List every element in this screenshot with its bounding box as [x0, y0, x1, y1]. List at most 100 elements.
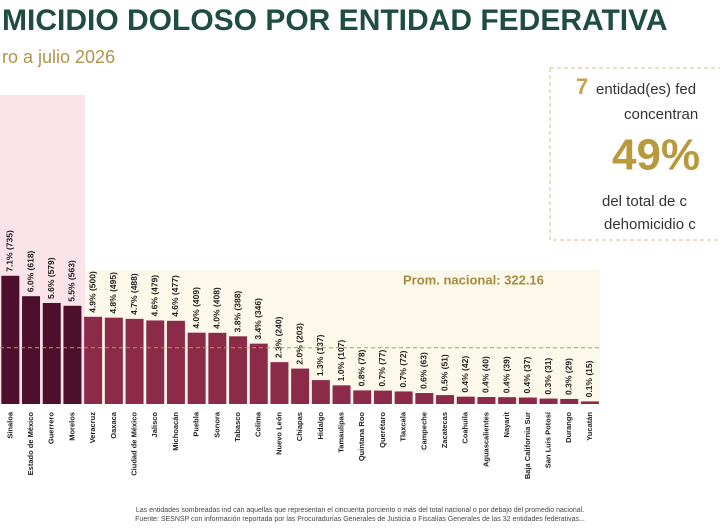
callout-text: del total de c	[602, 193, 688, 210]
value-label: 4.6% (477)	[170, 275, 180, 317]
value-label: 0.1% (15)	[584, 360, 594, 397]
bar	[42, 302, 61, 404]
value-label: 5.6% (579)	[46, 257, 56, 299]
bar	[415, 393, 434, 404]
x-tick-label: Tabasco	[233, 412, 242, 442]
x-tick-label: Michoacán	[171, 412, 180, 451]
bar	[146, 320, 165, 404]
value-label: 0.3% (29)	[564, 358, 574, 395]
bar	[311, 380, 330, 404]
bar	[394, 391, 413, 404]
x-tick-label: Guerrero	[47, 412, 56, 445]
x-tick-label: San Luis Potosí	[544, 411, 553, 468]
bar	[332, 385, 351, 404]
callout-percent: 49%	[612, 131, 700, 180]
value-label: 0.3% (31)	[543, 358, 553, 395]
value-label: 1.0% (107)	[336, 340, 346, 382]
bar	[249, 343, 268, 404]
value-label: 0.4% (37)	[522, 357, 532, 394]
value-label: 0.4% (39)	[501, 356, 511, 393]
value-label: 4.0% (408)	[212, 287, 222, 329]
x-tick-label: Baja California Sur	[523, 412, 532, 479]
x-tick-label: Morelos	[67, 412, 76, 441]
value-label: 4.0% (409)	[191, 287, 201, 329]
x-tick-label: Puebla	[192, 411, 201, 436]
x-tick-label: Nuevo León	[274, 412, 283, 455]
x-tick-label: Campeche	[419, 412, 428, 450]
callout-text: entidad(es) fed	[596, 81, 696, 98]
x-tick-label: Estado de México	[26, 412, 35, 476]
x-tick-label: Hidalgo	[316, 412, 325, 440]
value-label: 0.8% (78)	[357, 349, 367, 386]
average-label: Prom. nacional: 322.16	[403, 272, 544, 287]
bar	[353, 390, 372, 404]
value-label: 2.0% (203)	[294, 323, 304, 365]
value-label: 0.7% (72)	[398, 350, 408, 387]
callout-text: dehomicidio c	[604, 216, 696, 233]
bar	[166, 320, 185, 404]
bar	[63, 305, 82, 404]
bar	[270, 362, 289, 404]
callout-count: 7	[576, 74, 588, 99]
value-label: 0.6% (63)	[419, 352, 429, 389]
x-tick-label: Veracruz	[88, 412, 97, 444]
x-tick-label: Durango	[564, 412, 573, 443]
x-tick-label: Jalisco	[150, 412, 159, 438]
bar	[518, 397, 537, 404]
x-tick-label: Nayarit	[502, 412, 511, 438]
bar	[291, 368, 310, 404]
value-label: 7.1% (735)	[5, 230, 15, 272]
value-label: 4.7% (488)	[129, 273, 139, 315]
value-label: 6.0% (618)	[25, 250, 35, 292]
bar	[1, 275, 20, 404]
x-tick-label: Ciudad de México	[130, 412, 139, 476]
bar	[580, 401, 599, 404]
x-tick-label: Oaxaca	[109, 411, 118, 439]
value-label: 0.4% (40)	[481, 356, 491, 393]
bar	[560, 398, 579, 404]
x-tick-label: Yucatán	[585, 412, 594, 441]
bar	[187, 332, 206, 404]
x-tick-label: Tamaulipas	[337, 412, 346, 453]
footnote: Las entidades sombreadas ind can aquella…	[136, 507, 584, 514]
value-label: 4.6% (479)	[150, 275, 160, 317]
x-tick-label: Colima	[254, 411, 263, 437]
value-label: 0.7% (77)	[377, 350, 387, 387]
x-tick-label: Sonora	[212, 411, 221, 438]
x-tick-label: Chiapas	[295, 412, 304, 441]
bar	[539, 398, 558, 404]
bar	[436, 395, 455, 404]
bar	[22, 296, 41, 404]
value-label: 4.9% (500)	[87, 271, 97, 313]
bar	[456, 396, 475, 404]
value-label: 1.3% (137)	[315, 334, 325, 376]
bar	[84, 316, 103, 404]
callout-text: concentran	[624, 106, 698, 123]
bar	[208, 332, 227, 404]
value-label: 3.8% (388)	[232, 291, 242, 333]
x-tick-label: Querétaro	[378, 412, 387, 448]
value-label: 4.8% (495)	[108, 272, 118, 314]
callout-box	[549, 67, 720, 241]
x-tick-label: Tlaxcala	[399, 411, 408, 441]
bar	[104, 317, 123, 404]
x-tick-label: Sinaloa	[5, 411, 14, 439]
x-tick-label: Zacatecas	[440, 412, 449, 448]
chart-title: MICIDIO DOLOSO POR ENTIDAD FEDERATIVA	[2, 4, 668, 37]
value-label: 2.3% (240)	[274, 316, 284, 358]
chart-subtitle: ro a julio 2026	[2, 47, 115, 67]
bar	[373, 390, 392, 404]
x-tick-label: Aguascalientes	[481, 412, 490, 467]
bar	[229, 336, 248, 404]
value-label: 0.4% (42)	[460, 356, 470, 393]
value-label: 0.5% (51)	[439, 354, 449, 391]
value-label: 5.5% (563)	[67, 260, 77, 302]
x-tick-label: Quintana Roo	[357, 412, 366, 462]
footnote: Fuente: SESNSP con información reportada…	[135, 516, 585, 523]
bar	[498, 397, 517, 404]
x-tick-label: Coahuila	[461, 411, 470, 443]
value-label: 3.4% (346)	[253, 298, 263, 340]
bar	[477, 397, 496, 404]
bar	[125, 318, 144, 404]
